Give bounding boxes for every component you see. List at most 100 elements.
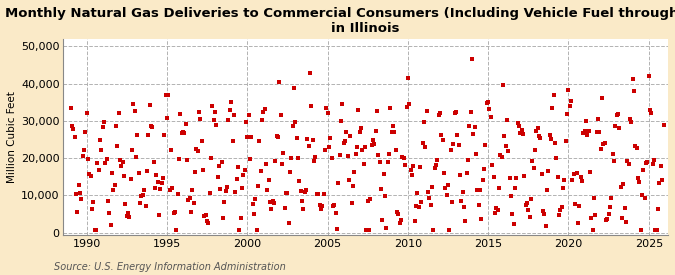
Point [289, 86, 300, 90]
Point [73, 183, 84, 187]
Point [475, 188, 485, 192]
Point [284, 221, 294, 225]
Point [433, 113, 444, 117]
Point [317, 204, 327, 208]
Point [613, 112, 624, 116]
Point [111, 124, 122, 128]
Point [491, 206, 502, 210]
Point [274, 80, 285, 85]
Point [642, 160, 653, 164]
Point [580, 119, 591, 123]
Point [595, 147, 606, 151]
Point [192, 149, 203, 153]
Point [464, 124, 475, 128]
Point [435, 111, 446, 116]
Point [81, 111, 92, 115]
Point [510, 186, 520, 191]
Point [74, 191, 85, 196]
Point [481, 101, 492, 105]
Point [314, 203, 325, 208]
Point [441, 193, 452, 197]
Point [414, 164, 425, 169]
Point [507, 212, 518, 216]
Point [65, 106, 76, 110]
Point [146, 125, 157, 129]
Point [124, 215, 135, 220]
Point [548, 93, 559, 97]
Point [462, 158, 473, 162]
Point [492, 208, 503, 212]
Point [184, 196, 195, 200]
Point [161, 116, 172, 120]
Point [113, 111, 124, 116]
Point [159, 133, 169, 137]
Point [116, 164, 127, 168]
Point [259, 107, 270, 111]
Point [473, 203, 484, 208]
Point [247, 202, 258, 207]
Point [126, 177, 136, 181]
Point [195, 117, 206, 121]
Point [310, 155, 321, 159]
Point [472, 188, 483, 192]
Point [658, 123, 669, 128]
Point [205, 191, 215, 195]
Point [571, 171, 582, 175]
Point [190, 170, 200, 174]
Point [545, 137, 556, 141]
Point [469, 125, 480, 130]
Point [460, 218, 470, 223]
Point [540, 224, 551, 229]
Point [143, 133, 154, 138]
Point [171, 228, 182, 232]
Point [155, 187, 165, 191]
Point [649, 157, 659, 162]
Point [616, 216, 627, 221]
Point [140, 203, 151, 208]
Point [224, 108, 235, 112]
Point [485, 115, 496, 119]
Point [175, 112, 186, 116]
Point [560, 139, 571, 143]
Point [236, 186, 247, 190]
Title: Monthly Natural Gas Deliveries to Commercial Consumers (Including Vehicle Fuel t: Monthly Natural Gas Deliveries to Commer… [5, 7, 675, 35]
Point [293, 156, 304, 160]
Point [198, 168, 209, 172]
Point [589, 196, 599, 201]
Point [306, 103, 317, 108]
Point [390, 147, 401, 152]
Point [576, 179, 587, 183]
Point [465, 110, 476, 114]
Point [361, 228, 372, 232]
Point [564, 104, 575, 108]
Point [646, 111, 657, 116]
Point [389, 130, 400, 134]
Point [413, 205, 424, 209]
Point [319, 148, 330, 152]
Point [322, 111, 333, 116]
Point [520, 203, 531, 207]
Point [321, 106, 331, 110]
Point [303, 144, 314, 148]
Point [450, 111, 460, 115]
Point [89, 228, 100, 232]
Point [538, 208, 549, 213]
Point [556, 205, 567, 210]
Point [632, 176, 643, 180]
Point [508, 222, 519, 227]
Point [145, 124, 156, 128]
Point [313, 192, 323, 197]
Point [209, 118, 219, 123]
Point [135, 200, 146, 205]
Point [452, 133, 463, 138]
Point [263, 178, 274, 182]
Point [519, 174, 530, 178]
Point [357, 148, 368, 153]
Point [468, 132, 479, 136]
Point [346, 201, 357, 206]
Point [278, 151, 289, 156]
Point [555, 208, 566, 212]
Point [252, 183, 263, 188]
Point [654, 180, 665, 185]
Point [327, 204, 338, 208]
